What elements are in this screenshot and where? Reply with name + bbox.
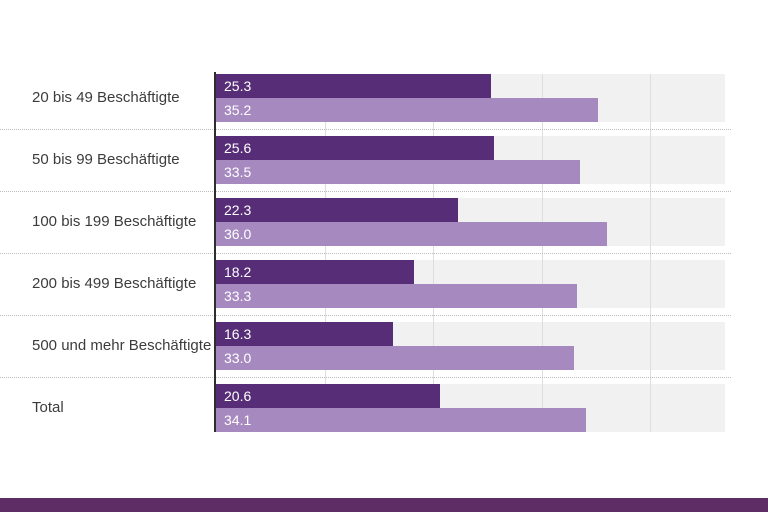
category-label: 500 und mehr Beschäftigte [32,337,212,354]
category-row: 50 bis 99 Beschäftigte 25.6 33.5 [0,136,768,184]
bar-series-light: 35.2 [216,98,599,122]
bar-value-label: 25.3 [224,78,252,94]
bar-value-label: 34.1 [224,412,252,428]
bar-series-light: 34.1 [216,408,587,432]
bar-series-light: 33.0 [216,346,575,370]
category-row: 100 bis 199 Beschäftigte 22.3 36.0 [0,198,768,246]
category-row: Total 20.6 34.1 [0,384,768,432]
bar-series-dark: 25.3 [216,74,491,98]
bar-value-label: 20.6 [224,388,252,404]
bar-value-label: 22.3 [224,202,252,218]
bar-series-light: 36.0 [216,222,607,246]
row-separator [0,376,731,378]
category-label: 50 bis 99 Beschäftigte [32,151,180,168]
row-separator [0,314,731,316]
category-label: 20 bis 49 Beschäftigte [32,89,180,106]
bar-value-label: 33.3 [224,288,252,304]
bar-value-label: 33.5 [224,164,252,180]
bar-value-label: 33.0 [224,350,252,366]
bar-series-dark: 22.3 [216,198,459,222]
bar-value-label: 25.6 [224,140,252,156]
category-row: 200 bis 499 Beschäftigte 18.2 33.3 [0,260,768,308]
y-axis-line [214,72,216,432]
bar-series-dark: 20.6 [216,384,440,408]
bar-series-dark: 16.3 [216,322,393,346]
category-label: Total [32,399,64,416]
bar-value-label: 18.2 [224,264,252,280]
bar-value-label: 36.0 [224,226,252,242]
row-separator [0,252,731,254]
bar-series-dark: 25.6 [216,136,494,160]
category-row: 500 und mehr Beschäftigte 16.3 33.0 [0,322,768,370]
footer-accent-bar [0,498,768,512]
category-label: 200 bis 499 Beschäftigte [32,275,197,292]
bar-value-label: 16.3 [224,326,252,342]
row-separator [0,128,731,130]
category-label: 100 bis 199 Beschäftigte [32,213,197,230]
bar-value-label: 35.2 [224,102,252,118]
bar-series-light: 33.3 [216,284,578,308]
category-row: 20 bis 49 Beschäftigte 25.3 35.2 [0,74,768,122]
bar-series-light: 33.5 [216,160,580,184]
row-separator [0,190,731,192]
bar-series-dark: 18.2 [216,260,414,284]
